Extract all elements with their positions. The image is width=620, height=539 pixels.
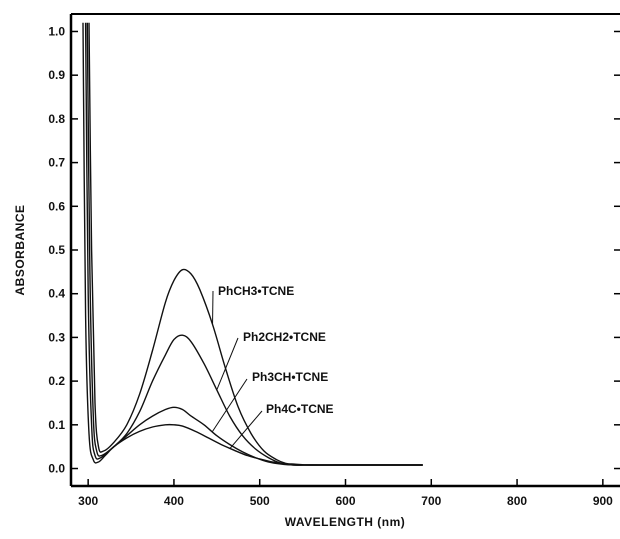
annotation-leader — [212, 378, 248, 432]
y-axis-label: ABSORBANCE — [13, 204, 27, 295]
curve-label-1: PhCH3•TCNE — [218, 284, 294, 298]
x-tick-label: 500 — [250, 494, 270, 508]
annotation-group: PhCH3•TCNE Ph2CH2•TCNE Ph3CH•TCNE Ph4C•TCNE — [212, 284, 334, 450]
y-tick-label: 0.6 — [48, 199, 65, 213]
y-tick-label: 0.2 — [48, 374, 65, 388]
series-line-4 — [82, 22, 423, 466]
x-tick-label: 900 — [593, 494, 613, 508]
x-axis-label: WAVELENGTH (nm) — [285, 515, 406, 529]
curve-label-2: Ph2CH2•TCNE — [243, 330, 326, 344]
y-tick-label: 0.8 — [48, 112, 65, 126]
annotation-leader — [229, 410, 263, 450]
x-tick-label: 400 — [164, 494, 184, 508]
y-tick-label: 0.9 — [48, 68, 65, 82]
y-tick-label: 0.5 — [48, 243, 65, 257]
y-ticks: 0.0 0.1 0.2 0.3 0.4 0.5 0.6 0.7 0.8 0.9 1.0 — [48, 24, 620, 476]
y-tick-label: 1.0 — [48, 24, 65, 38]
x-tick-label: 300 — [78, 494, 98, 508]
curve-label-3: Ph3CH•TCNE — [252, 370, 328, 384]
x-tick-label: 600 — [335, 494, 355, 508]
y-tick-label: 0.7 — [48, 156, 65, 170]
y-tick-label: 0.4 — [48, 287, 65, 301]
series-group — [82, 22, 423, 466]
series-line-3 — [84, 22, 423, 466]
x-tick-label: 700 — [421, 494, 441, 508]
y-tick-label: 0.3 — [48, 330, 65, 344]
y-tick-label: 0.1 — [48, 418, 65, 432]
x-tick-label: 800 — [507, 494, 527, 508]
y-tick-label: 0.0 — [48, 462, 65, 476]
annotation-leader — [216, 337, 239, 391]
x-ticks: 300 400 500 600 700 800 900 — [78, 479, 613, 508]
curve-label-4: Ph4C•TCNE — [266, 402, 334, 416]
series-line-1 — [88, 22, 423, 466]
